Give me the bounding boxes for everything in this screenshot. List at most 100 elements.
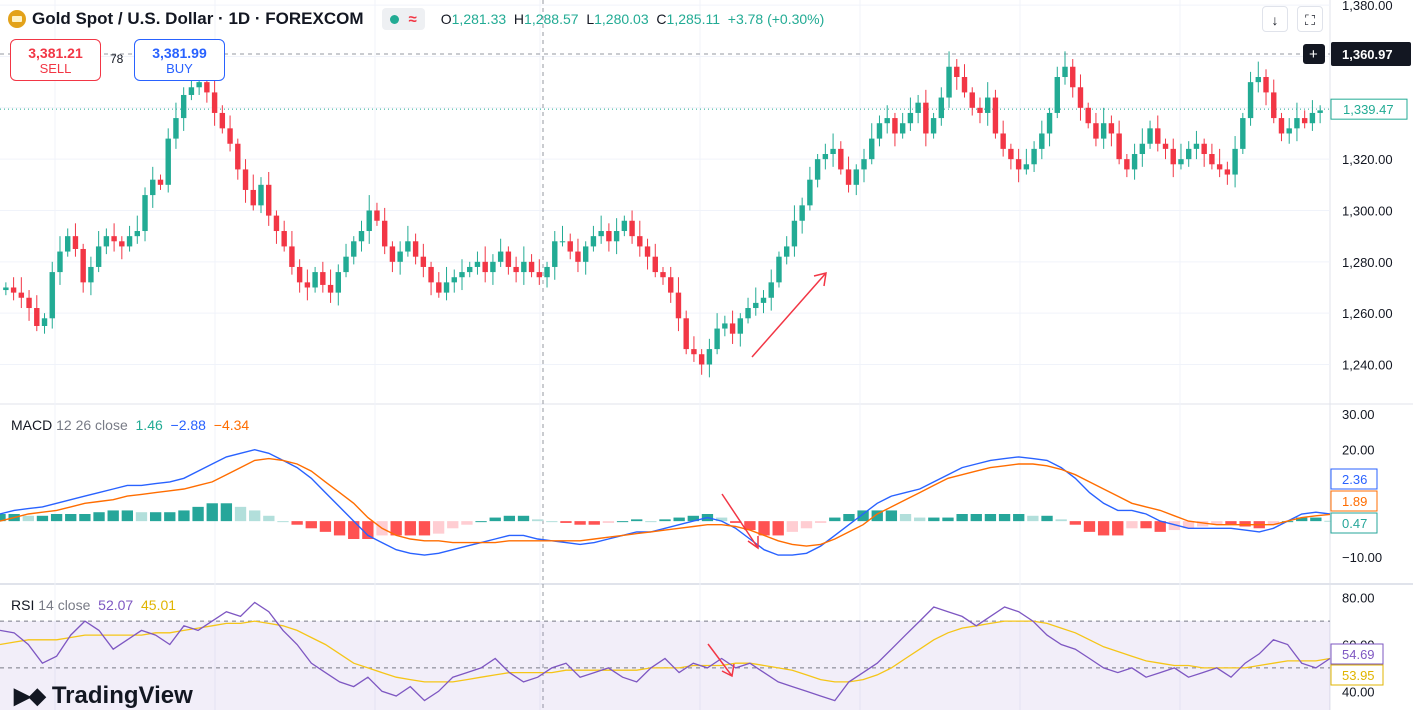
candle-body bbox=[961, 77, 968, 93]
macd-hist-bar bbox=[65, 514, 77, 522]
tradingview-logo[interactable]: ▶◆ TradingView bbox=[14, 682, 193, 709]
candle-body bbox=[273, 215, 280, 232]
candle-body bbox=[351, 241, 357, 257]
candle-body bbox=[412, 241, 419, 257]
candle-body bbox=[1023, 164, 1030, 170]
candle-body bbox=[613, 231, 620, 242]
macd-hist-bar bbox=[348, 521, 360, 539]
status-pill[interactable]: ≈ bbox=[381, 8, 425, 30]
macd-hist-bar bbox=[814, 521, 827, 523]
macd-hist-bar bbox=[645, 521, 657, 523]
candle-body bbox=[1015, 159, 1022, 170]
candle-body bbox=[1193, 143, 1200, 149]
candle-body bbox=[544, 266, 550, 278]
candle-body bbox=[142, 195, 148, 232]
candle-body bbox=[1240, 118, 1246, 149]
candle-body bbox=[335, 272, 342, 293]
candle-body bbox=[180, 94, 187, 119]
macd-hist-bar bbox=[1097, 521, 1110, 536]
rsi-legend[interactable]: RSI 14 close 52.07 45.01 bbox=[11, 597, 177, 613]
candle-body bbox=[10, 287, 17, 293]
macd-hist-bar bbox=[970, 514, 982, 522]
last-price-label: 1,339.47 bbox=[1343, 102, 1394, 117]
candle-body bbox=[219, 112, 226, 129]
candle-body bbox=[683, 318, 689, 350]
candle-body bbox=[884, 118, 890, 124]
candle-body bbox=[1093, 123, 1099, 139]
candle-body bbox=[235, 143, 241, 170]
candle-body bbox=[1100, 123, 1107, 139]
fullscreen-icon[interactable]: ⛶ bbox=[1297, 6, 1323, 32]
candle-body bbox=[1162, 143, 1169, 149]
candle-body bbox=[1054, 77, 1060, 113]
price-tick-label: 1,300.00 bbox=[1342, 203, 1393, 218]
macd-hist-bar bbox=[998, 514, 1011, 522]
candle-body bbox=[1000, 133, 1006, 149]
candle-body bbox=[598, 231, 604, 237]
candle-body bbox=[1170, 148, 1176, 165]
price-tick-label: 1,380.00 bbox=[1342, 0, 1393, 13]
candle-body bbox=[304, 282, 311, 288]
candle-body bbox=[776, 256, 782, 283]
macd-tick-label: 20.00 bbox=[1342, 443, 1375, 458]
candle-body bbox=[1294, 118, 1300, 129]
candle-body bbox=[196, 82, 202, 88]
macd-legend[interactable]: MACD 12 26 close 1.46 −2.88 −4.34 bbox=[11, 417, 250, 433]
macd-hist-bar bbox=[79, 514, 91, 522]
candle-body bbox=[1131, 154, 1138, 170]
macd-value-tag bbox=[1330, 468, 1378, 490]
macd-hist-bar bbox=[121, 510, 133, 522]
candle-body bbox=[266, 184, 272, 216]
annotation-arrowhead bbox=[747, 536, 759, 550]
macd-hist-bar bbox=[942, 517, 954, 522]
macd-hist-bar bbox=[234, 506, 247, 522]
candle-body bbox=[405, 241, 411, 252]
macd-hist-bar bbox=[22, 515, 34, 522]
download-icon[interactable]: ↓ bbox=[1262, 6, 1288, 32]
annotation-arrowhead bbox=[721, 663, 735, 678]
candle-body bbox=[807, 179, 813, 206]
macd-hist-bar bbox=[135, 512, 148, 522]
annotation-arrowhead bbox=[813, 271, 827, 287]
price-tick-label: 1,260.00 bbox=[1342, 306, 1393, 321]
candle-body bbox=[1224, 169, 1231, 175]
sell-label: SELL bbox=[39, 60, 72, 76]
symbol-title[interactable]: Gold Spot / U.S. Dollar · 1D · FOREXCOM bbox=[32, 9, 364, 28]
macd-hist-bar bbox=[800, 521, 813, 529]
candle-body bbox=[1070, 66, 1076, 88]
candle-body bbox=[296, 266, 303, 283]
candle-body bbox=[606, 231, 612, 242]
candle-body bbox=[722, 323, 728, 329]
candle-body bbox=[706, 349, 713, 365]
candle-body bbox=[737, 318, 744, 334]
candle-body bbox=[838, 148, 844, 170]
macd-hist-bar bbox=[1182, 521, 1195, 529]
candle-body bbox=[691, 349, 697, 355]
sell-button[interactable]: 3,381.21 SELL bbox=[10, 39, 101, 81]
candle-body bbox=[320, 272, 326, 285]
candle-body bbox=[1278, 118, 1285, 134]
macd-hist-bar bbox=[560, 521, 572, 523]
macd-hist-bar bbox=[871, 510, 883, 522]
indicator-lines bbox=[0, 448, 1331, 702]
macd-hist-bar bbox=[489, 517, 501, 522]
macd-hist-bar bbox=[517, 515, 530, 522]
candle-body bbox=[57, 251, 63, 273]
candle-body bbox=[173, 118, 179, 139]
rsi-line bbox=[0, 601, 1331, 702]
symbol-header: Gold Spot / U.S. Dollar · 1D · FOREXCOM … bbox=[8, 8, 824, 30]
macd-hist-bar bbox=[1239, 521, 1251, 527]
candle-body bbox=[88, 266, 94, 283]
candle-body bbox=[938, 97, 945, 119]
candle-body bbox=[242, 169, 249, 190]
candle-body bbox=[814, 159, 821, 180]
macd-hist-bar bbox=[715, 517, 728, 522]
candle-body bbox=[668, 277, 674, 293]
macd-hist-bar bbox=[631, 519, 643, 522]
price-change: +3.78 (+0.30%) bbox=[727, 11, 825, 27]
candle-body bbox=[467, 266, 473, 273]
macd-hist-bar bbox=[1154, 521, 1166, 532]
buy-button[interactable]: 3,381.99 BUY bbox=[134, 39, 225, 81]
candle-body bbox=[420, 256, 427, 267]
